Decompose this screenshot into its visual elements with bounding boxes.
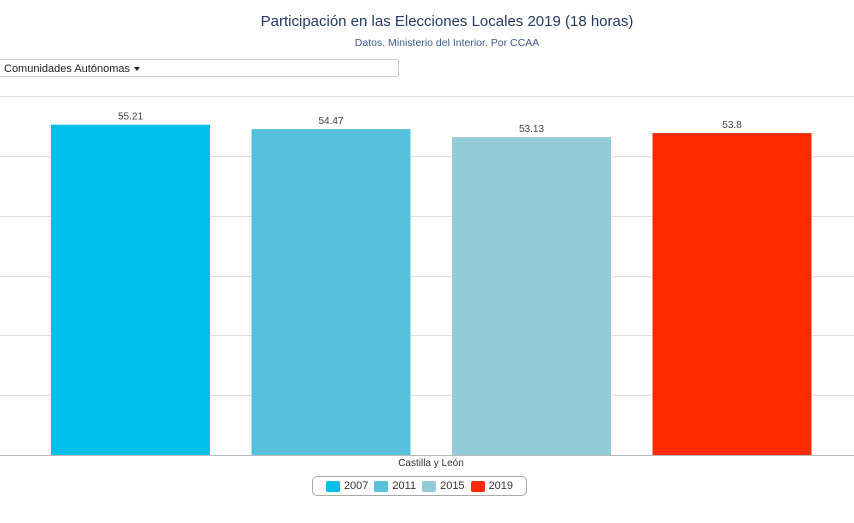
data-labels: 55.21 54.47 53.13 53.8 [118, 112, 742, 135]
legend-label: 2015 [440, 480, 465, 492]
legend-swatch [422, 480, 437, 492]
data-label-2019: 53.8 [722, 120, 742, 131]
legend-label: 2011 [392, 480, 417, 492]
bar-2015[interactable] [452, 137, 611, 455]
legend-item-2011[interactable]: 2011 [374, 480, 416, 492]
legend-item-2019[interactable]: 2019 [470, 480, 514, 492]
data-label-2011: 54.47 [318, 116, 343, 127]
legend: 2007 2011 2015 2019 [312, 476, 527, 496]
data-label-2007: 55.21 [118, 112, 143, 123]
region-dropdown[interactable]: Comunidades Autónomas [0, 59, 399, 77]
bar-2011[interactable] [251, 129, 411, 455]
caret-down-icon [133, 67, 140, 72]
bar-2019[interactable] [652, 133, 812, 455]
legend-swatch [374, 480, 389, 492]
legend-item-2015[interactable]: 2015 [422, 480, 465, 492]
bars [51, 124, 812, 456]
x-axis-category-label: Castilla y León [398, 458, 464, 469]
legend-label: 2019 [488, 480, 514, 492]
legend-swatch [325, 480, 340, 492]
data-label-2015: 53.13 [519, 124, 544, 135]
legend-item-2007[interactable]: 2007 [325, 480, 369, 492]
legend-label: 2007 [343, 480, 369, 492]
chart-subtitle: Datos. Ministerio del Interior. Por CCAA [354, 37, 540, 49]
legend-swatch [470, 480, 485, 492]
region-dropdown-label: Comunidades Autónomas [4, 63, 130, 75]
chart-title: Participación en las Elecciones Locales … [260, 13, 634, 30]
bar-2007[interactable] [51, 124, 210, 456]
